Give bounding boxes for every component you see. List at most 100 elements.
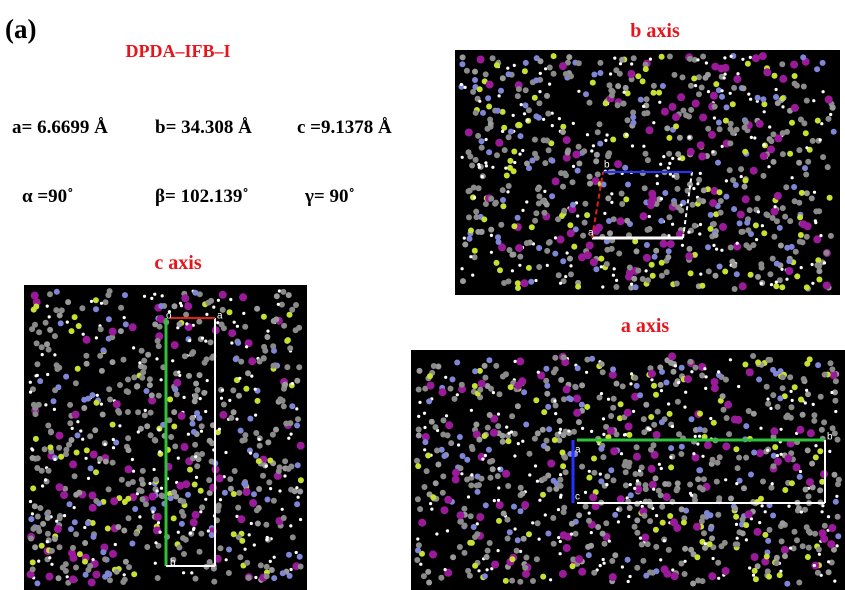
atom: [53, 458, 56, 461]
atom: [835, 481, 841, 487]
atom: [572, 151, 580, 159]
atom: [269, 560, 272, 563]
atom: [705, 126, 711, 132]
atom: [483, 502, 489, 508]
atom: [149, 493, 157, 501]
atom: [178, 412, 186, 420]
atom: [608, 467, 614, 473]
atom: [599, 473, 602, 476]
atom: [454, 360, 460, 366]
atom: [787, 151, 793, 157]
atom: [828, 450, 831, 453]
atom: [784, 245, 790, 251]
atom: [92, 558, 95, 561]
atom: [265, 497, 271, 503]
atom: [603, 520, 609, 526]
atom: [532, 218, 538, 224]
atom: [750, 242, 756, 248]
atom: [155, 338, 161, 344]
atom: [235, 340, 241, 346]
atom: [713, 232, 719, 238]
atom: [736, 537, 739, 540]
atom: [737, 211, 745, 219]
atom: [809, 461, 815, 467]
atom: [125, 409, 131, 415]
atom: [820, 154, 826, 160]
atom: [297, 489, 303, 495]
atom: [720, 249, 723, 252]
atom: [699, 283, 705, 289]
atom: [220, 397, 223, 400]
atom: [752, 568, 758, 574]
atom: [653, 527, 659, 533]
atom: [696, 442, 699, 445]
atom: [513, 64, 516, 67]
atom: [544, 202, 550, 208]
atom: [803, 130, 809, 136]
atom: [256, 458, 262, 464]
atom: [559, 428, 562, 431]
atom: [645, 227, 651, 233]
atom: [422, 484, 428, 490]
atom: [641, 111, 647, 117]
atom: [757, 210, 760, 213]
atom: [733, 514, 739, 520]
atom: [48, 315, 51, 318]
atom: [73, 565, 79, 571]
atom: [747, 207, 753, 213]
atom: [518, 153, 521, 156]
atom: [72, 314, 78, 320]
atom: [584, 251, 592, 259]
atom: [749, 98, 752, 101]
atom: [627, 515, 630, 518]
atom: [796, 160, 802, 166]
atom: [177, 531, 180, 534]
atom: [610, 137, 616, 143]
atom: [526, 265, 532, 271]
atom: [138, 515, 141, 518]
atom: [589, 356, 595, 362]
atom: [484, 161, 487, 164]
atom: [819, 138, 822, 141]
atom: [201, 390, 207, 396]
atom: [544, 513, 547, 516]
atom: [538, 58, 544, 64]
atom: [819, 234, 822, 237]
atom: [281, 515, 287, 521]
atom: [796, 426, 804, 434]
atom: [549, 158, 555, 164]
atom: [588, 511, 591, 514]
atom: [770, 427, 778, 435]
atom: [674, 364, 677, 367]
atom: [75, 432, 81, 438]
atom: [813, 191, 816, 194]
atom: [513, 454, 516, 457]
atom: [60, 491, 68, 499]
atom: [131, 571, 137, 577]
atom: [90, 451, 98, 459]
atom: [579, 464, 585, 470]
atom: [39, 344, 45, 350]
atom: [787, 218, 793, 224]
atom: [221, 325, 227, 331]
atom: [134, 383, 140, 389]
atom: [106, 316, 112, 322]
atom: [828, 524, 836, 532]
atom: [811, 412, 817, 418]
atom: [716, 120, 722, 126]
atom: [680, 74, 686, 80]
atom: [29, 326, 35, 332]
atom: [158, 450, 161, 453]
atom: [46, 468, 52, 474]
atom: [171, 489, 177, 495]
atom: [204, 410, 207, 413]
atom: [137, 430, 140, 433]
atom: [608, 413, 614, 419]
atom: [151, 510, 154, 513]
atom: [474, 214, 480, 220]
atom: [500, 75, 506, 81]
atom: [137, 525, 143, 531]
atom: [35, 455, 41, 461]
atom: [799, 190, 805, 196]
atom: [290, 568, 293, 571]
